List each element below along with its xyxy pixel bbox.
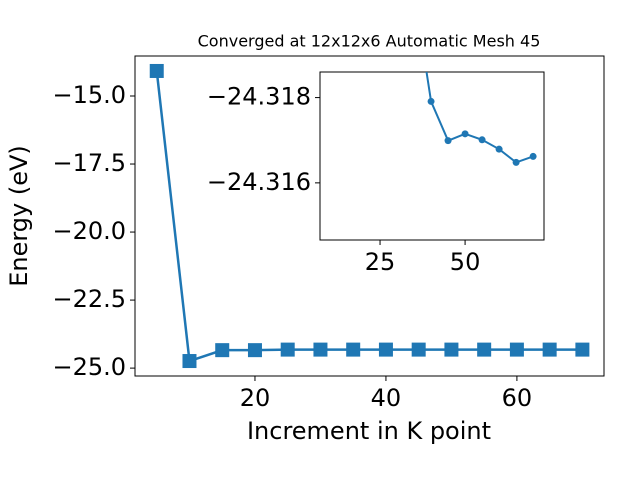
x-tick-label: 20 bbox=[240, 384, 271, 412]
marker bbox=[512, 158, 520, 166]
marker bbox=[346, 342, 361, 357]
plot-area bbox=[319, 71, 545, 241]
x-tick-label: 50 bbox=[450, 248, 481, 276]
marker bbox=[575, 342, 590, 357]
y-tick-label: −20.0 bbox=[52, 217, 126, 245]
marker bbox=[313, 342, 328, 357]
y-tick-label: −15.0 bbox=[52, 81, 126, 109]
marker bbox=[529, 152, 537, 160]
x-tick-label: 60 bbox=[502, 384, 533, 412]
marker bbox=[411, 342, 426, 357]
marker bbox=[378, 342, 393, 357]
y-tick-label: −24.316 bbox=[207, 168, 311, 196]
series-group bbox=[149, 63, 590, 369]
series-line bbox=[425, 72, 534, 164]
marker bbox=[247, 343, 262, 358]
marker bbox=[444, 342, 459, 357]
marker bbox=[495, 145, 503, 153]
marker bbox=[149, 63, 164, 78]
marker bbox=[478, 136, 486, 144]
x-tick-label: 25 bbox=[365, 248, 396, 276]
y-axis-label: Energy (eV) bbox=[5, 145, 33, 287]
x-axis-label: Increment in K point bbox=[247, 417, 491, 445]
marker bbox=[509, 342, 524, 357]
marker bbox=[427, 97, 435, 105]
x-tick-label: 40 bbox=[371, 384, 402, 412]
marker bbox=[182, 354, 197, 369]
chart-title: Converged at 12x12x6 Automatic Mesh 45 bbox=[198, 32, 541, 51]
marker bbox=[542, 342, 557, 357]
marker bbox=[477, 342, 492, 357]
marker bbox=[461, 130, 469, 138]
y-tick-label: −17.5 bbox=[52, 149, 126, 177]
series-group bbox=[425, 72, 537, 166]
y-tick-label: −24.318 bbox=[207, 83, 311, 111]
y-tick-label: −22.5 bbox=[52, 285, 126, 313]
marker bbox=[215, 343, 230, 358]
marker bbox=[444, 137, 452, 145]
y-tick-label: −25.0 bbox=[52, 353, 126, 381]
marker bbox=[280, 342, 295, 357]
